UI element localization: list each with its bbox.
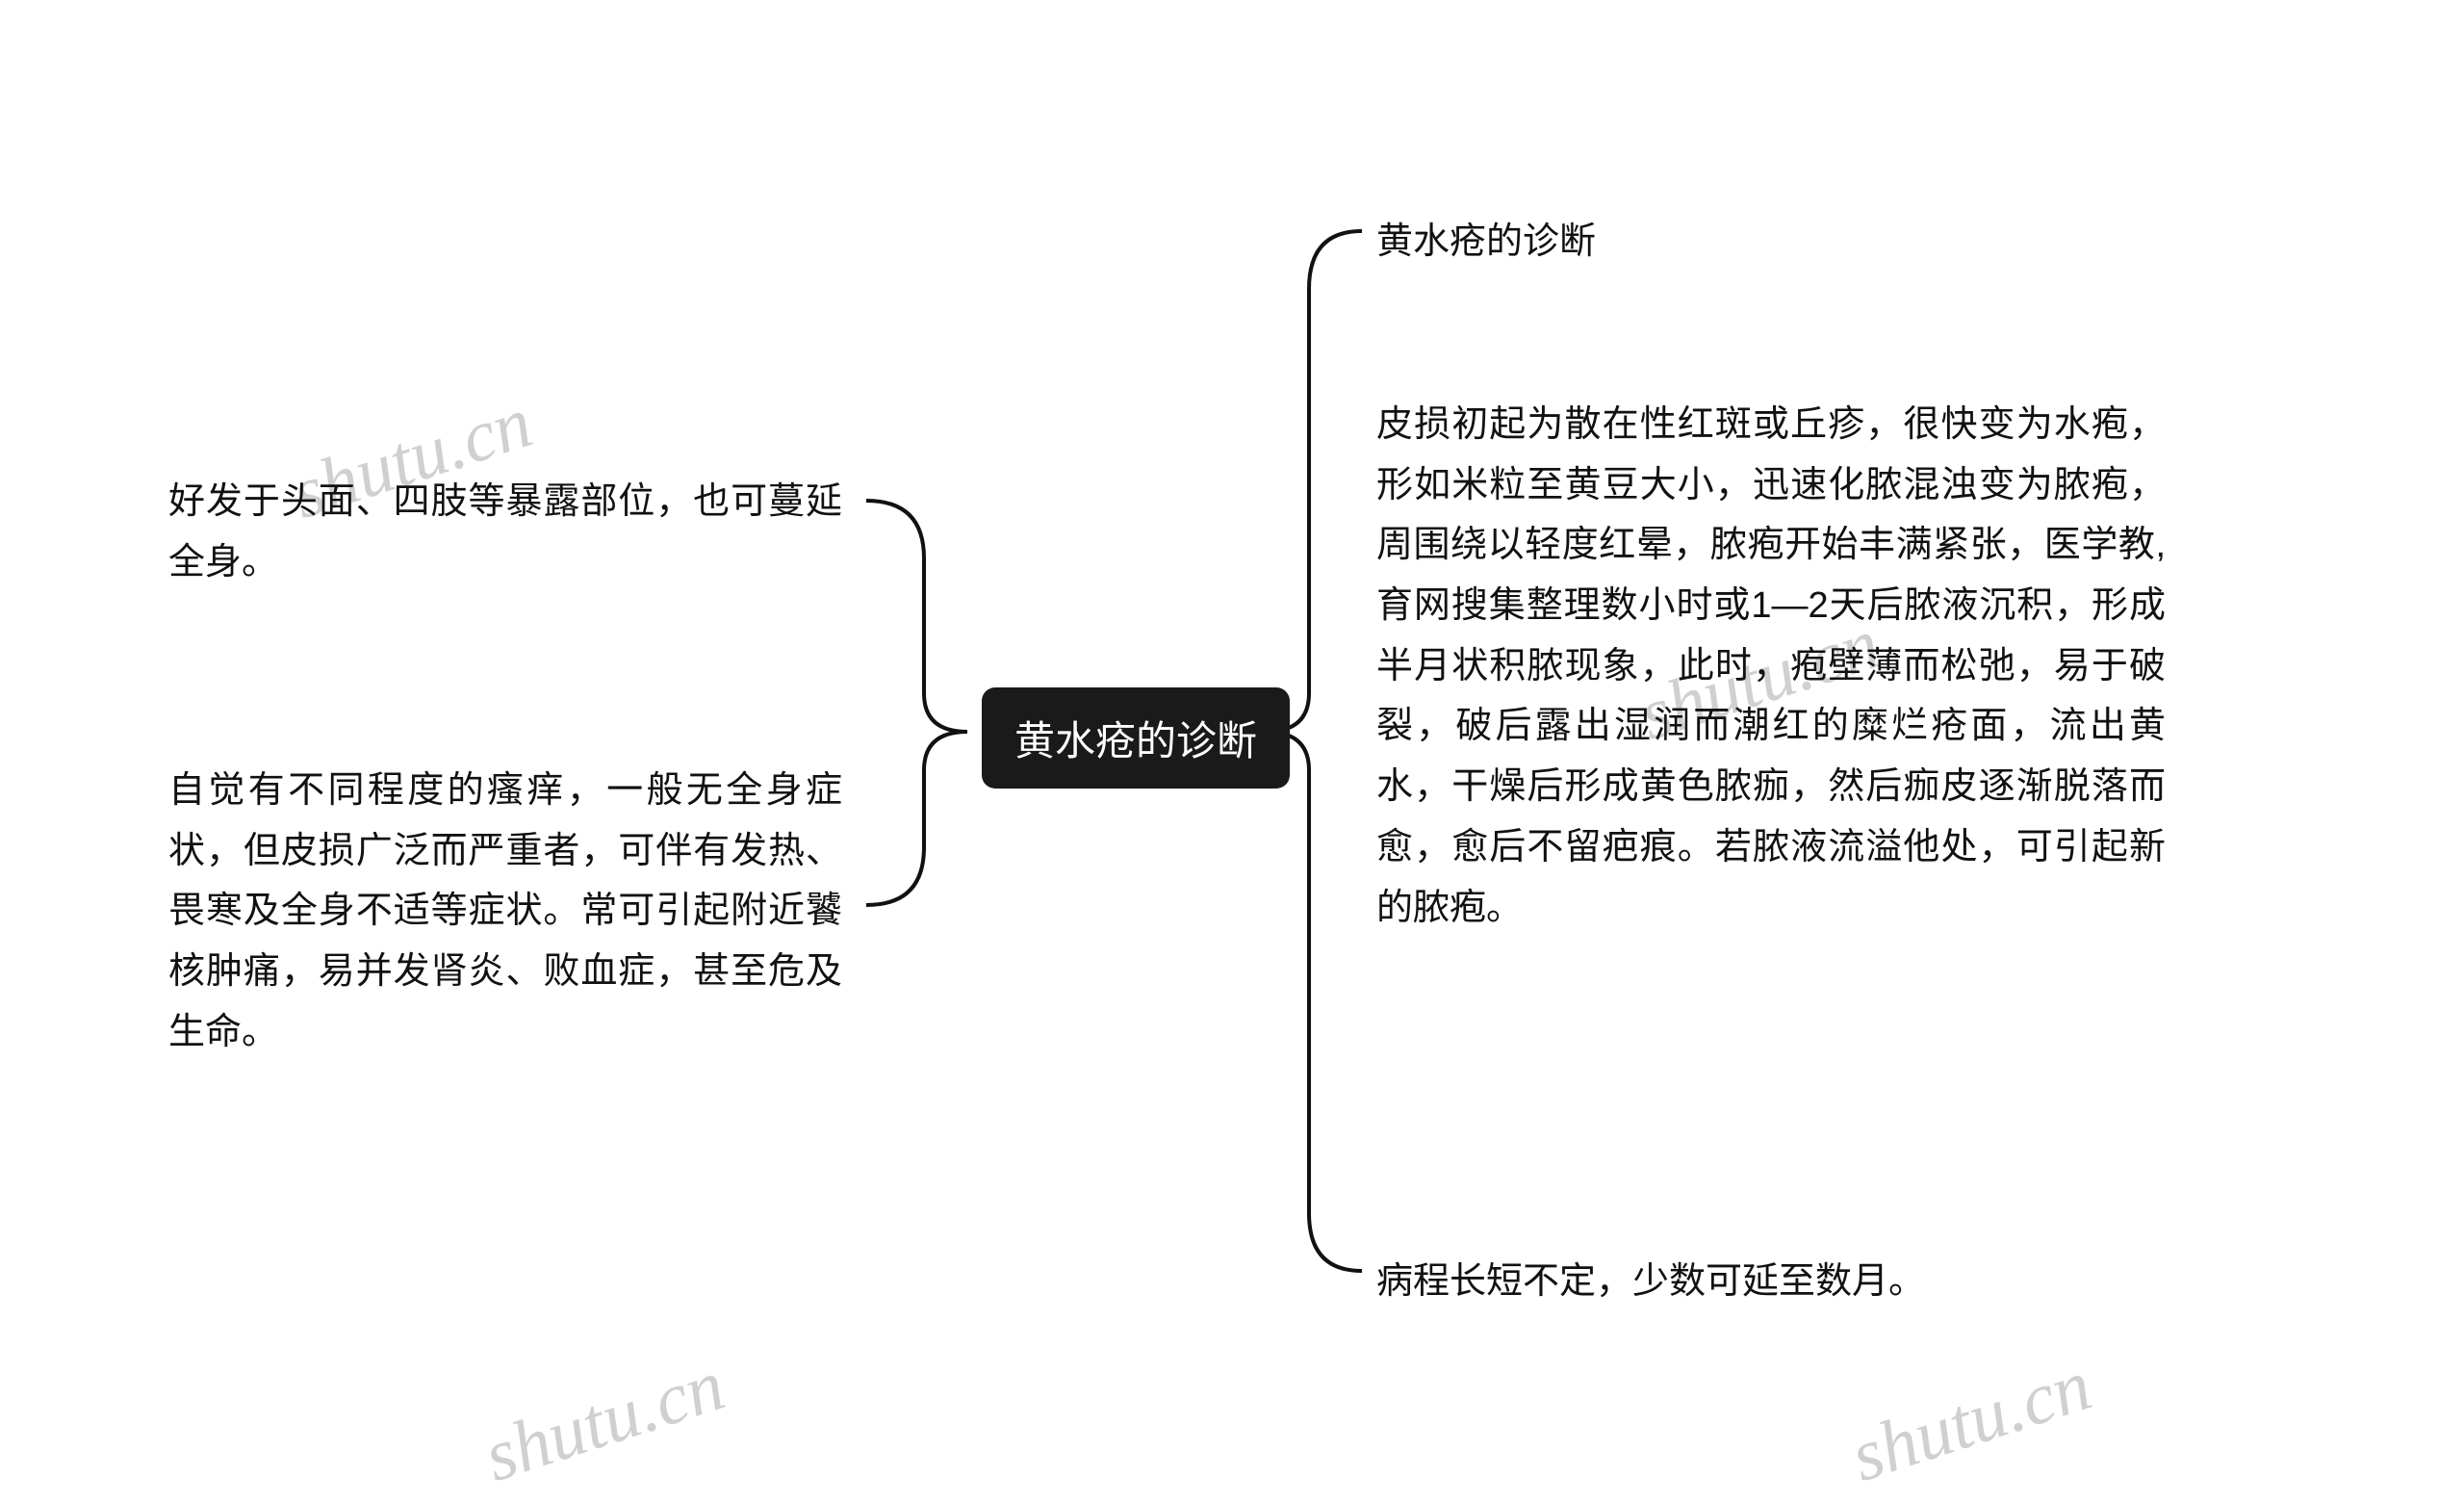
right-branch-2: 皮损初起为散在性红斑或丘疹，很快变为水疱，形如米粒至黄豆大小，迅速化脓混浊变为脓…	[1376, 395, 2166, 938]
watermark: shutu.cn	[475, 1343, 734, 1499]
watermark: shutu.cn	[1841, 1343, 2101, 1499]
center-node[interactable]: 黄水疮的诊断	[982, 687, 1290, 789]
right-branch-3: 病程长短不定，少数可延至数月。	[1376, 1252, 2166, 1312]
left-branch-2: 自觉有不同程度的瘙痒，一般无全身症状，但皮损广泛而严重者，可伴有发热、畏寒及全身…	[168, 761, 842, 1062]
left-branch-1: 好发于头面、四肢等暴露部位，也可蔓延全身。	[168, 472, 842, 592]
mindmap-canvas: shutu.cn shutu.cn shutu.cn shutu.cn 黄水疮的…	[0, 0, 2464, 1501]
right-branch-1: 黄水疮的诊断	[1376, 212, 2166, 272]
